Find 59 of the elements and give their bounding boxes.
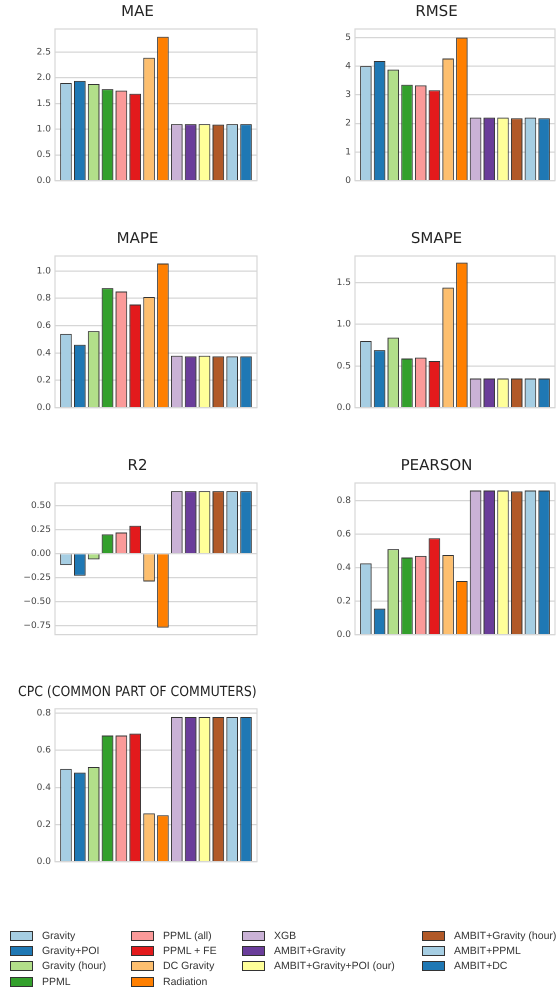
y-tick-label: 0.4 xyxy=(336,562,352,573)
legend-label: DC Gravity xyxy=(163,960,214,972)
chart-title: MAE xyxy=(121,2,154,20)
chart-title: R2 xyxy=(128,456,148,474)
y-tick-label: 0.0 xyxy=(36,856,52,867)
chart-title: PEARSON xyxy=(400,456,472,474)
y-tick-label: 0.8 xyxy=(36,708,52,719)
y-tick-label: 0.6 xyxy=(336,529,352,540)
legend-label: Gravity (hour) xyxy=(42,960,106,972)
y-tick-label: 1.0 xyxy=(36,124,52,135)
legend-label: PPML (all) xyxy=(163,930,212,942)
y-tick-label: 1.0 xyxy=(36,266,52,276)
y-tick-label: 0.0 xyxy=(36,176,52,186)
y-tick-label: 0.8 xyxy=(336,496,352,506)
legend-label: Gravity xyxy=(42,930,76,942)
y-tick-label: 1.5 xyxy=(36,98,51,109)
legend-label: AMBIT+DC xyxy=(454,960,508,972)
y-tick-label: 0.25 xyxy=(30,524,51,535)
legend-label: PPML xyxy=(42,976,71,988)
chart-title: CPC (COMMON PART OF COMMUTERS) xyxy=(18,684,257,700)
y-tick-label: −0.75 xyxy=(23,621,51,632)
y-tick-label: −0.50 xyxy=(23,596,52,607)
y-tick-label: 0.0 xyxy=(36,402,52,413)
y-tick-label: 0.5 xyxy=(36,150,51,160)
legend-label: XGB xyxy=(274,930,296,942)
legend-label: PPML + FE xyxy=(163,945,217,958)
y-tick-label: 2.5 xyxy=(36,47,51,58)
y-tick-label: −0.25 xyxy=(23,572,51,583)
y-tick-label: 0.0 xyxy=(336,630,352,640)
chart-title: MAPE xyxy=(116,228,158,247)
y-tick-label: 0.8 xyxy=(36,294,52,304)
y-tick-label: 0.6 xyxy=(36,321,52,331)
y-tick-label: 0.2 xyxy=(336,596,351,606)
y-tick-label: 1.5 xyxy=(336,278,351,288)
y-tick-label: 0.0 xyxy=(336,402,352,413)
y-tick-label: 0.4 xyxy=(36,782,52,793)
y-tick-label: 0.50 xyxy=(30,500,52,511)
legend-label: Radiation xyxy=(163,976,208,988)
y-tick-label: 2 xyxy=(345,118,351,129)
y-tick-label: 3 xyxy=(345,90,351,100)
y-tick-label: 0.4 xyxy=(36,348,52,358)
y-tick-label: 0.00 xyxy=(30,548,52,559)
y-tick-label: 0.5 xyxy=(336,361,351,372)
legend-label: Gravity+POI xyxy=(42,945,100,958)
legend-label: AMBIT+Gravity (hour) xyxy=(454,930,556,942)
y-tick-label: 0.2 xyxy=(36,820,51,830)
y-tick-label: 0.6 xyxy=(36,746,52,756)
legend-label: AMBIT+Gravity xyxy=(274,945,346,958)
y-tick-label: 4 xyxy=(345,62,352,72)
y-tick-label: 0.2 xyxy=(36,376,51,386)
legend-label: AMBIT+Gravity+POI (our) xyxy=(274,960,395,972)
chart-title: RMSE xyxy=(415,2,458,20)
chart-title: SMAPE xyxy=(410,228,462,247)
y-tick-label: 1 xyxy=(345,147,351,158)
y-tick-label: 1.0 xyxy=(336,320,352,330)
y-tick-label: 2.0 xyxy=(36,73,52,84)
legend-label: AMBIT+PPML xyxy=(454,945,521,958)
y-tick-label: 0 xyxy=(345,176,352,186)
y-tick-label: 5 xyxy=(345,32,351,43)
